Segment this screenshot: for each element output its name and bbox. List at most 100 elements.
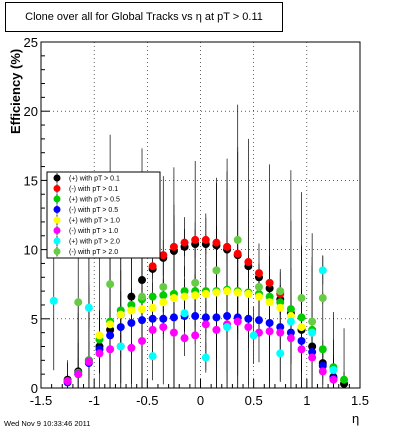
x-tick-label: -1 bbox=[88, 393, 100, 408]
data-point-series-7 bbox=[276, 349, 285, 358]
data-point-series-2 bbox=[159, 251, 168, 260]
data-point-series-5 bbox=[201, 289, 210, 298]
data-point-series-2 bbox=[180, 238, 189, 247]
data-point-series-8 bbox=[159, 282, 168, 291]
data-point-series-2 bbox=[191, 235, 200, 244]
data-point-series-5 bbox=[276, 303, 285, 312]
data-markers bbox=[49, 235, 349, 388]
legend-marker bbox=[53, 185, 61, 192]
data-point-series-4 bbox=[169, 313, 178, 322]
data-point-series-5 bbox=[180, 292, 189, 301]
data-point-series-8 bbox=[106, 280, 115, 289]
data-point-series-5 bbox=[244, 289, 253, 298]
data-point-series-3 bbox=[265, 292, 274, 301]
data-point-series-6 bbox=[276, 328, 285, 337]
y-tick-label: 10 bbox=[24, 243, 38, 258]
data-point-series-1 bbox=[138, 276, 147, 285]
data-point-series-5 bbox=[223, 287, 232, 296]
data-point-series-3 bbox=[297, 313, 306, 322]
y-tick-label: 15 bbox=[24, 173, 38, 188]
data-point-series-8 bbox=[191, 278, 200, 287]
data-point-series-6 bbox=[318, 367, 327, 376]
y-tick-label: 25 bbox=[24, 35, 38, 50]
data-point-series-6 bbox=[265, 327, 274, 336]
data-point-series-7 bbox=[223, 323, 232, 332]
data-point-series-2 bbox=[254, 269, 263, 278]
data-point-series-8 bbox=[212, 266, 221, 275]
legend-label: (-) with pT > 0.1 bbox=[69, 186, 118, 193]
data-point-series-5 bbox=[106, 320, 115, 329]
data-point-series-4 bbox=[297, 336, 306, 345]
data-point-series-5 bbox=[169, 294, 178, 303]
data-point-series-4 bbox=[286, 328, 295, 337]
data-point-series-2 bbox=[212, 238, 221, 247]
data-point-series-5 bbox=[286, 312, 295, 321]
data-point-series-5 bbox=[159, 298, 168, 307]
data-point-series-6 bbox=[169, 328, 178, 337]
data-point-series-8 bbox=[318, 294, 327, 303]
data-point-series-6 bbox=[148, 325, 157, 334]
data-point-series-7 bbox=[148, 352, 157, 361]
data-point-series-4 bbox=[127, 318, 136, 327]
data-point-series-6 bbox=[201, 320, 210, 329]
legend-marker bbox=[53, 216, 61, 224]
chart-title: Clone over all for Global Tracks vs η at… bbox=[5, 2, 283, 32]
data-point-series-6 bbox=[233, 317, 242, 326]
data-point-series-5 bbox=[233, 288, 242, 297]
legend-marker bbox=[53, 248, 61, 255]
x-tick-label: -0.5 bbox=[136, 393, 158, 408]
data-point-series-4 bbox=[254, 316, 263, 325]
data-point-series-5 bbox=[191, 291, 200, 300]
data-point-series-4 bbox=[116, 323, 125, 332]
legend-label: (+) with pT > 2.0 bbox=[69, 239, 120, 246]
legend-marker bbox=[53, 174, 61, 182]
data-point-series-6 bbox=[74, 370, 83, 379]
data-point-series-8 bbox=[297, 294, 306, 303]
legend-box bbox=[46, 171, 161, 259]
data-point-series-6 bbox=[191, 331, 200, 340]
data-point-series-1 bbox=[265, 284, 274, 293]
data-point-series-4 bbox=[223, 312, 232, 321]
data-point-series-7 bbox=[286, 317, 295, 326]
legend-label: (-) with pT > 1.0 bbox=[69, 228, 118, 235]
data-point-series-3 bbox=[159, 291, 168, 300]
data-point-series-5 bbox=[95, 331, 104, 340]
data-point-series-7 bbox=[308, 328, 317, 337]
data-point-series-5 bbox=[127, 306, 136, 315]
data-point-series-1 bbox=[106, 325, 115, 334]
x-tick-label: 0 bbox=[197, 393, 204, 408]
data-point-series-5 bbox=[116, 310, 125, 319]
legend-label: (+) with pT > 0.5 bbox=[69, 197, 120, 204]
data-point-series-5 bbox=[265, 298, 274, 307]
data-point-series-6 bbox=[63, 377, 72, 386]
data-point-series-3 bbox=[180, 287, 189, 296]
y-tick-label: 20 bbox=[24, 104, 38, 119]
data-point-series-5 bbox=[254, 292, 263, 301]
data-point-series-8 bbox=[276, 287, 285, 296]
data-point-series-4 bbox=[191, 312, 200, 321]
data-point-series-3 bbox=[276, 298, 285, 307]
legend: (+) with pT > 0.1 (-) with pT > 0.1 (+) wi… bbox=[46, 171, 161, 259]
data-point-series-4 bbox=[212, 313, 221, 322]
data-point-series-4 bbox=[244, 314, 253, 323]
legend-marker bbox=[53, 237, 61, 245]
legend-marker bbox=[53, 227, 61, 234]
data-point-series-5 bbox=[212, 288, 221, 297]
data-point-series-6 bbox=[297, 345, 306, 354]
y-tick-label: 0 bbox=[31, 381, 38, 396]
data-point-series-2 bbox=[148, 262, 157, 271]
data-point-series-6 bbox=[138, 336, 147, 345]
data-point-series-4 bbox=[201, 313, 210, 322]
data-point-series-3 bbox=[148, 292, 157, 301]
legend-label: (+) with pT > 1.0 bbox=[69, 218, 120, 225]
x-axis-label: η bbox=[352, 411, 359, 426]
data-point-series-7 bbox=[329, 366, 338, 375]
data-point-series-4 bbox=[138, 316, 147, 325]
data-point-series-4 bbox=[106, 331, 115, 340]
data-point-series-2 bbox=[265, 278, 274, 287]
data-point-series-5 bbox=[148, 303, 157, 312]
data-point-series-5 bbox=[138, 305, 147, 314]
data-point-series-4 bbox=[159, 314, 168, 323]
data-point-series-8 bbox=[74, 298, 83, 307]
